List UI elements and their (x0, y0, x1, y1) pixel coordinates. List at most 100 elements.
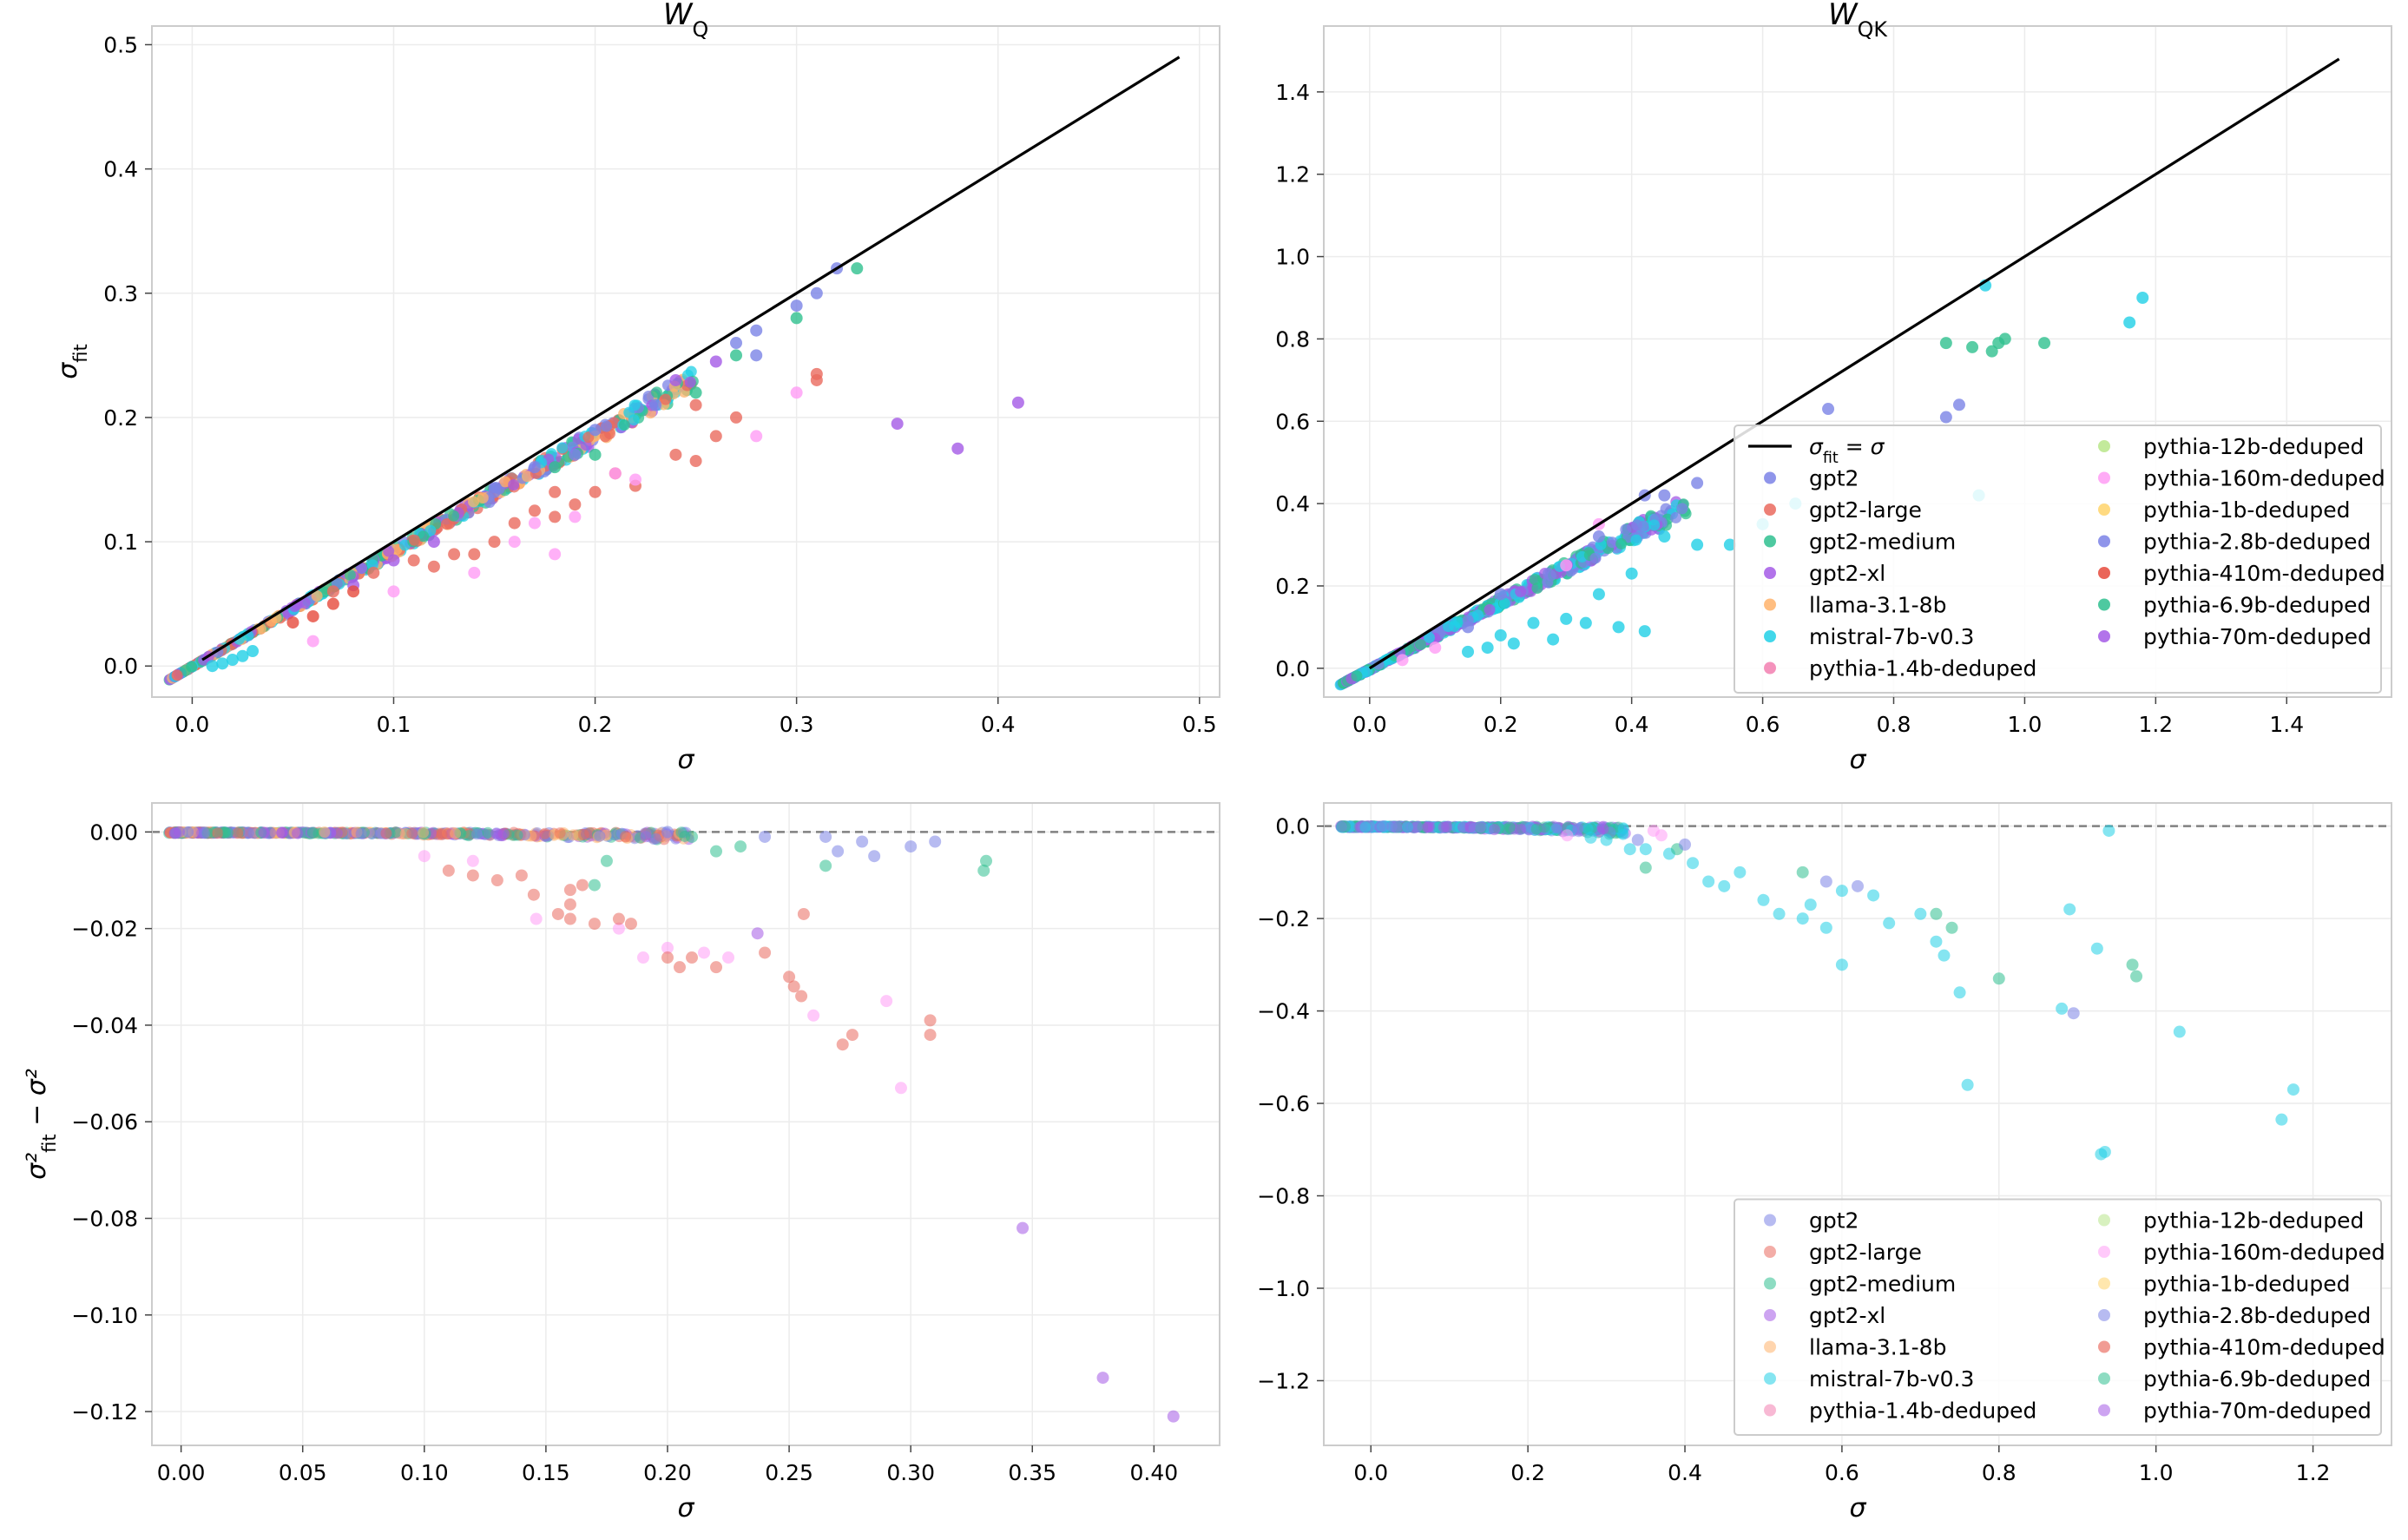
y-tick-label: 1.2 (1275, 162, 1310, 188)
legend-marker (2098, 535, 2110, 548)
y-tick-label: 0.4 (103, 157, 138, 182)
data-point (406, 827, 418, 839)
data-point (673, 961, 686, 974)
data-point (710, 961, 723, 974)
data-point (407, 554, 420, 567)
data-point (1396, 654, 1409, 667)
data-point (383, 545, 395, 557)
y-tick-label: 0.4 (1275, 491, 1310, 517)
data-point (618, 419, 630, 431)
data-point (1819, 875, 1832, 888)
data-point (594, 830, 606, 842)
data-point (1938, 949, 1951, 962)
data-point (1691, 538, 1704, 551)
data-point (528, 461, 541, 474)
data-point (1462, 621, 1475, 634)
data-point (624, 918, 637, 931)
data-point (171, 669, 183, 681)
data-point (508, 517, 521, 530)
data-point (2102, 824, 2115, 837)
data-point (1852, 879, 1864, 892)
data-point (750, 349, 763, 362)
data-point (1883, 917, 1896, 930)
data-point (2095, 1148, 2108, 1161)
data-point (880, 995, 893, 1008)
data-point (1529, 573, 1541, 585)
plot-frame (151, 25, 1220, 698)
data-point (795, 990, 808, 1003)
data-point (1538, 821, 1550, 833)
data-point (1481, 642, 1494, 655)
x-tick-label: 0.0 (175, 712, 210, 737)
data-point (470, 828, 483, 840)
x-tick-label: 1.0 (2139, 1460, 2174, 1485)
data-point (1592, 530, 1605, 543)
legend-label: gpt2 (1809, 466, 1859, 491)
data-point (216, 657, 229, 670)
legend-label: llama-3.1-8b (1809, 593, 1946, 618)
data-point (686, 951, 699, 964)
panel-1: 0.0 0.1 0.2 0.3 0.4 0.5 0.0 0.1 0.2 0.3 0.4 0.5 σ σfi… (53, 0, 1220, 775)
legend-marker (2098, 1309, 2110, 1321)
legend-marker (1764, 1214, 1776, 1227)
data-point (1835, 958, 1848, 971)
data-point (477, 492, 489, 504)
plot-frame (1323, 802, 2392, 1446)
legend-label: pythia-6.9b-deduped (2143, 593, 2371, 618)
data-point (1819, 921, 1832, 934)
data-point (684, 376, 696, 388)
legend-label: pythia-410m-deduped (2143, 561, 2385, 586)
data-point (640, 827, 652, 839)
legend-label: gpt2 (1809, 1208, 1859, 1234)
data-point (1440, 821, 1452, 833)
legend-marker (2098, 1246, 2110, 1258)
panel-title: WQK (1828, 0, 1888, 42)
x-tick-label: 0.6 (1825, 1460, 1859, 1485)
data-point (1953, 986, 1966, 999)
data-point (750, 324, 763, 337)
panel-title: WQ (663, 0, 708, 42)
legend-marker (2098, 1340, 2110, 1353)
data-point (980, 854, 993, 867)
y-tick-label: 1.0 (1275, 245, 1310, 270)
y-tick-label: 0.00 (89, 819, 138, 845)
data-point (232, 827, 244, 839)
data-point (1867, 889, 1880, 902)
data-point (1930, 907, 1943, 920)
x-axis-label: σ (677, 1493, 694, 1524)
data-point (569, 448, 582, 461)
data-point (344, 569, 356, 582)
data-point (427, 536, 440, 549)
legend-marker (1764, 1404, 1776, 1417)
data-point (1351, 670, 1363, 682)
data-point (661, 826, 674, 839)
data-point (751, 927, 764, 940)
data-point (1494, 629, 1507, 642)
legend-label: pythia-160m-deduped (2143, 1240, 2385, 1265)
data-point (609, 829, 622, 841)
data-point (620, 831, 632, 843)
legend-marker (2098, 1214, 2110, 1227)
x-tick-label: 0.3 (780, 712, 814, 737)
legend-label: gpt2-xl (1809, 561, 1885, 586)
legend-marker (1764, 1277, 1776, 1290)
x-tick-label: 0.35 (1008, 1460, 1056, 1485)
data-point (508, 536, 521, 549)
legend-label: pythia-12b-deduped (2143, 1208, 2364, 1234)
legend-box (1734, 424, 2382, 694)
plot-frame (1323, 25, 2392, 698)
legend-label: gpt2-large (1809, 1240, 1922, 1265)
data-point (1617, 823, 1629, 835)
legend-label: gpt2-xl (1809, 1303, 1885, 1328)
x-tick-label: 0.10 (400, 1460, 449, 1485)
data-point (1414, 638, 1426, 650)
legend-marker (1764, 598, 1776, 611)
data-point (609, 467, 622, 480)
data-point (1462, 645, 1475, 658)
reference-line (201, 56, 1181, 661)
data-point (977, 864, 990, 877)
data-point (326, 597, 339, 610)
data-point (530, 912, 543, 925)
data-point (1488, 824, 1500, 836)
data-point (924, 1014, 937, 1027)
